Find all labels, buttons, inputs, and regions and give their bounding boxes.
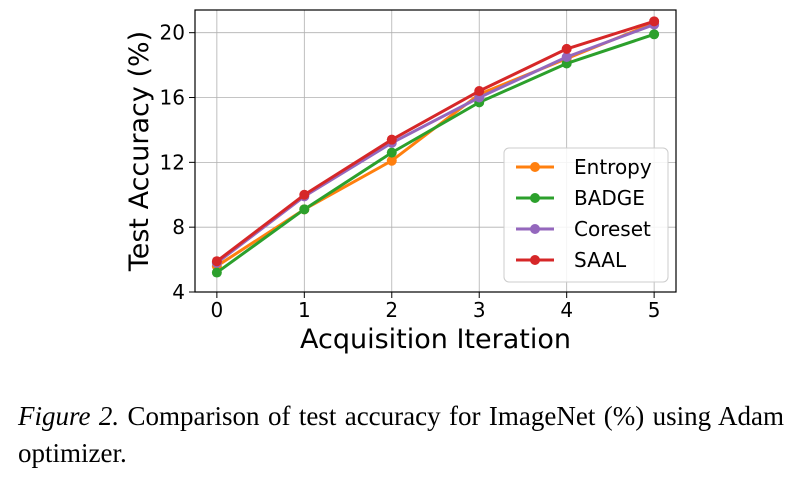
data-point-saal: [386, 134, 397, 145]
data-point-badge: [211, 267, 222, 278]
series-line-saal: [215, 19, 655, 263]
y-tick-label: 4: [172, 280, 185, 304]
data-point-coreset: [561, 52, 572, 62]
x-tick-label: 2: [385, 298, 398, 322]
data-point-badge: [649, 29, 660, 40]
figure-caption: Figure 2. Comparison of test accuracy fo…: [18, 398, 784, 472]
y-tick-label: 12: [160, 150, 185, 174]
series-group: [211, 16, 660, 278]
legend-label-saal: SAAL: [574, 248, 627, 272]
data-point-saal: [561, 43, 572, 54]
y-tick-label: 20: [160, 21, 185, 45]
x-tick-label: 5: [648, 298, 661, 322]
x-axis-label: Acquisition Iteration: [300, 324, 571, 355]
plot-frame: [194, 9, 677, 293]
caption-text: Comparison of test accuracy for ImageNet…: [18, 401, 785, 468]
caption-label: Figure 2.: [18, 401, 120, 431]
legend-marker-badge: [530, 193, 540, 203]
y-axis: 4 8 12 16 20: [160, 21, 195, 304]
data-point-saal: [649, 16, 660, 27]
data-point-entropy: [386, 155, 397, 166]
x-tick-label: 4: [560, 298, 573, 322]
data-point-saal: [474, 86, 485, 97]
legend-marker-saal: [530, 255, 540, 265]
legend: Entropy BADGE Coreset SAAL: [503, 147, 669, 283]
x-axis: 0 1 2 3 4 5: [210, 292, 661, 322]
legend-marker-coreset: [530, 224, 540, 234]
series-line-badge: [215, 32, 655, 274]
legend-label-entropy: Entropy: [574, 155, 652, 179]
y-tick-label: 16: [160, 86, 185, 110]
data-point-saal: [299, 189, 310, 200]
data-point-badge: [299, 204, 310, 215]
y-axis-label: Test Accuracy (%): [124, 31, 155, 272]
legend-label-badge: BADGE: [574, 186, 645, 210]
data-point-saal: [211, 256, 222, 267]
legend-label-coreset: Coreset: [574, 217, 651, 241]
legend-box: [503, 147, 669, 283]
legend-marker-entropy: [530, 162, 540, 172]
y-tick-label: 8: [172, 215, 185, 239]
x-tick-label: 3: [473, 298, 486, 322]
x-tick-label: 1: [298, 298, 311, 322]
x-tick-label: 0: [210, 298, 223, 322]
data-point-badge: [386, 147, 397, 158]
